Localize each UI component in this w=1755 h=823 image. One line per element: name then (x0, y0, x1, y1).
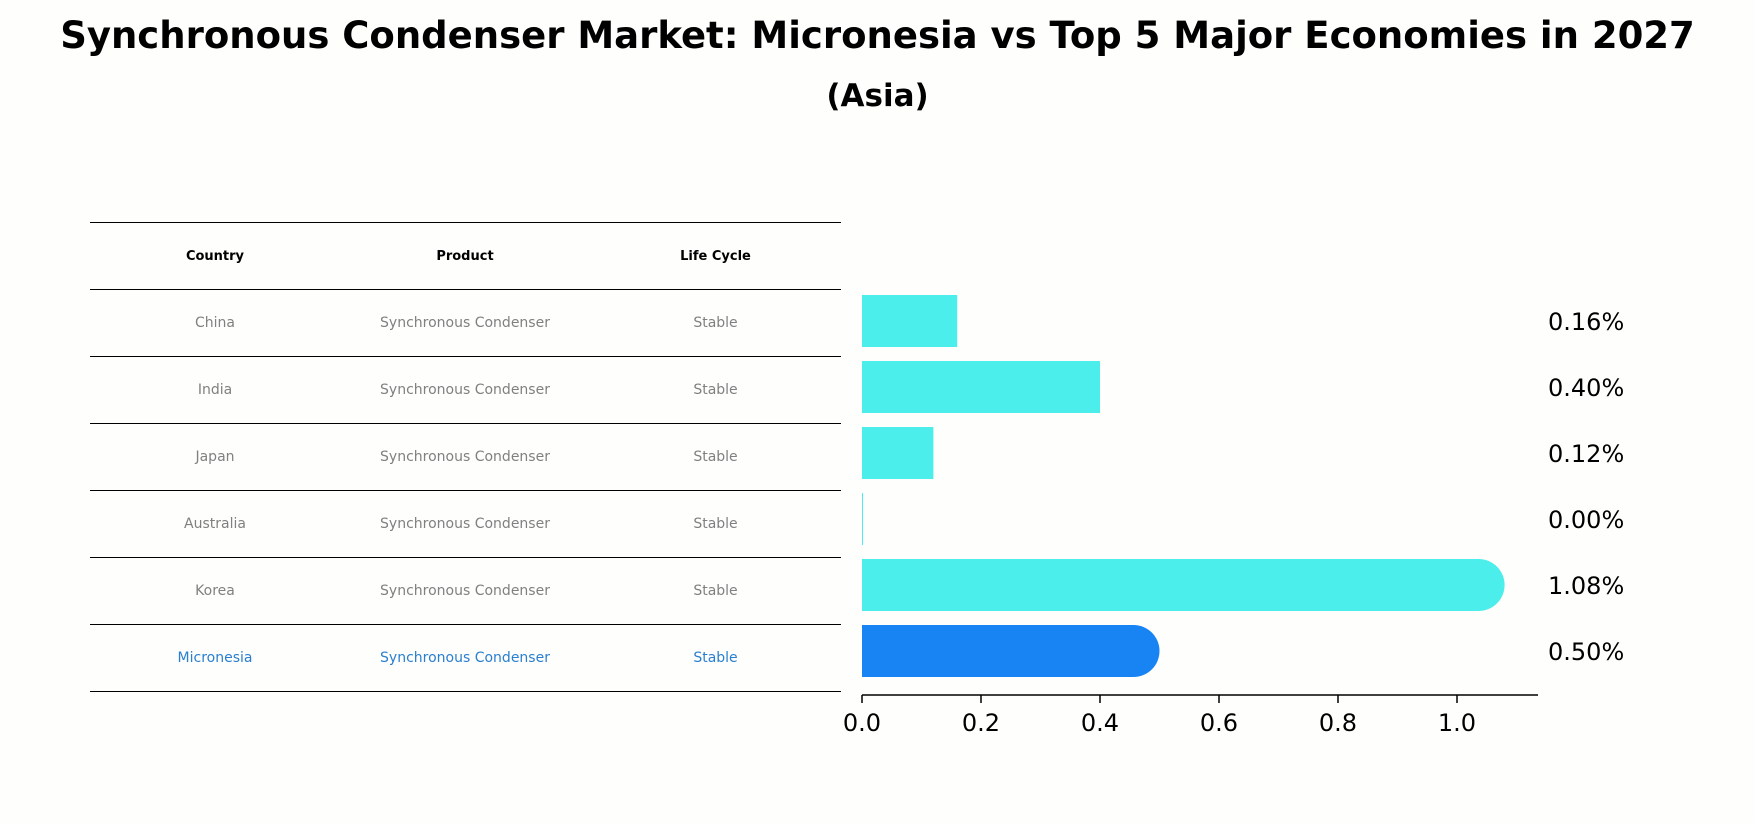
value-label-korea: 1.08% (1548, 572, 1624, 600)
x-tick-label: 0.6 (1200, 709, 1238, 737)
country-cell: Australia (184, 516, 246, 532)
bar-korea (862, 559, 1505, 611)
country-cell: Korea (195, 583, 235, 599)
bar-micronesia (862, 625, 1160, 677)
value-label-china: 0.16% (1548, 308, 1624, 336)
value-label-india: 0.40% (1548, 374, 1624, 402)
country-cell: Micronesia (177, 650, 253, 666)
chart-subtitle: (Asia) (826, 78, 929, 114)
x-tick-label: 0.4 (1081, 709, 1119, 737)
life-cycle-cell: Stable (693, 516, 738, 532)
country-cell: China (195, 315, 235, 331)
product-cell: Synchronous Condenser (380, 449, 550, 465)
life-cycle-cell: Stable (693, 382, 738, 398)
product-cell: Synchronous Condenser (380, 516, 550, 532)
table-row: Korea Synchronous Condenser Stable (90, 558, 841, 625)
bar-india (862, 361, 1100, 413)
bar-china (862, 295, 958, 347)
life-cycle-cell: Stable (693, 650, 738, 666)
table-row: China Synchronous Condenser Stable (90, 290, 841, 357)
product-cell: Synchronous Condenser (380, 382, 550, 398)
header-product: Product (436, 248, 494, 264)
chart-title: Synchronous Condenser Market: Micronesia… (60, 14, 1695, 57)
header-life-cycle: Life Cycle (680, 248, 751, 264)
product-cell: Synchronous Condenser (380, 583, 550, 599)
x-tick-label: 0.8 (1319, 709, 1357, 737)
header-country: Country (185, 248, 245, 264)
value-label-japan: 0.12% (1548, 440, 1624, 468)
country-cell: Japan (195, 449, 235, 465)
country-cell: India (197, 382, 233, 398)
life-cycle-cell: Stable (693, 315, 738, 331)
table-header-row: Country Product Life Cycle (90, 222, 841, 290)
value-label-australia: 0.00% (1548, 506, 1624, 534)
x-tick-label: 1.0 (1438, 709, 1476, 737)
value-label-micronesia: 0.50% (1548, 638, 1624, 666)
table-row: Australia Synchronous Condenser Stable (90, 491, 841, 558)
bar-australia (862, 493, 863, 545)
table-row-highlighted: Micronesia Synchronous Condenser Stable (90, 625, 841, 692)
market-table: Country Product Life Cycle China Synchro… (90, 222, 841, 692)
product-cell: Synchronous Condenser (380, 315, 550, 331)
table-row: India Synchronous Condenser Stable (90, 357, 841, 424)
bar-japan (862, 427, 934, 479)
life-cycle-cell: Stable (693, 449, 738, 465)
x-tick-label: 0.2 (962, 709, 1000, 737)
table-row: Japan Synchronous Condenser Stable (90, 424, 841, 491)
product-cell: Synchronous Condenser (380, 650, 550, 666)
life-cycle-cell: Stable (693, 583, 738, 599)
x-tick-label: 0.0 (843, 709, 881, 737)
